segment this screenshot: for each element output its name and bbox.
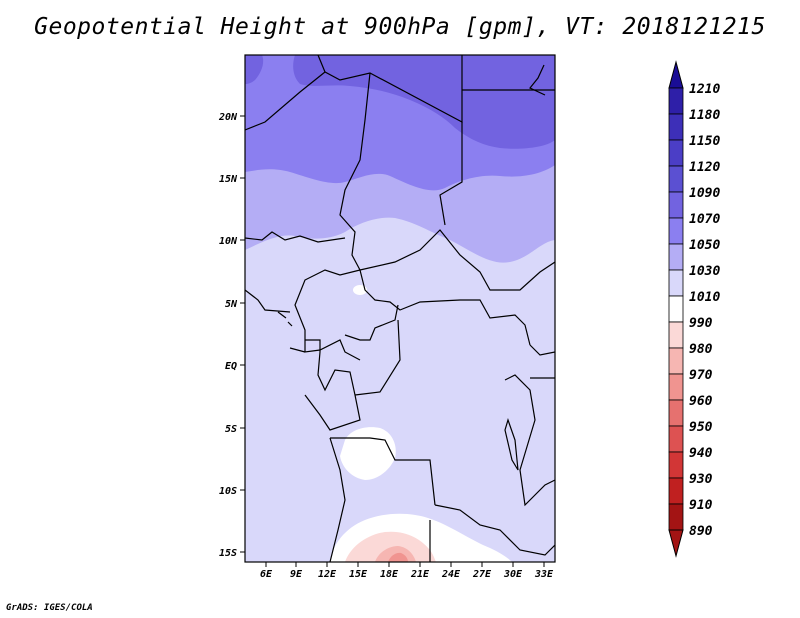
colorbar-swatch [668, 87, 684, 115]
lat-tick-label: 5N [225, 299, 238, 310]
colorbar-swatch [668, 373, 684, 401]
colorbar-swatch [668, 217, 684, 245]
field-1070-band-west [245, 55, 264, 84]
colorbar-swatch [668, 165, 684, 193]
colorbar-swatch [668, 295, 684, 323]
colorbar-level-label: 990 [689, 316, 713, 331]
colorbar-swatch [668, 269, 684, 297]
colorbar-swatch [668, 425, 684, 453]
colorbar-swatch [668, 477, 684, 505]
latitude-axis [240, 115, 245, 553]
lat-tick-label: 20N [218, 112, 238, 123]
colorbar-level-label: 930 [689, 472, 713, 487]
longitude-labels: 6E 9E 12E 15E 18E 21E 24E 27E 30E 33E [260, 569, 554, 580]
grads-credit: GrADS: IGES/COLA [6, 603, 93, 613]
colorbar: 1210 1180 1150 1120 1090 1070 1050 1030 1010 990 9… [668, 60, 720, 558]
lon-tick-label: 33E [534, 569, 554, 580]
colorbar-level-label: 910 [689, 498, 713, 513]
colorbar-level-label: 950 [689, 420, 713, 435]
colorbar-level-label: 1120 [689, 160, 720, 175]
lon-tick-label: 24E [441, 569, 461, 580]
lon-tick-label: 15E [349, 569, 368, 580]
colorbar-level-label: 1030 [689, 264, 720, 279]
field-980-patch [345, 531, 436, 562]
lon-tick-label: 9E [290, 569, 303, 580]
lat-tick-label: 10N [219, 236, 238, 247]
colorbar-level-label: 1180 [689, 108, 720, 123]
field-990-patch-central [340, 427, 396, 480]
colorbar-level-label: 980 [689, 342, 713, 357]
colorbar-swatch [668, 191, 684, 219]
colorbar-bottom-arrow [668, 529, 684, 558]
map-frame [244, 54, 556, 563]
lon-tick-label: 18E [380, 569, 399, 580]
country-borders [245, 55, 555, 562]
lat-tick-label: 15N [219, 174, 238, 185]
colorbar-swatch [668, 451, 684, 479]
colorbar-swatch [668, 399, 684, 427]
map-title: Geopotential Height at 900hPa [gpm], VT:… [34, 14, 766, 40]
colorbar-swatch [668, 321, 684, 349]
field-white-spot [353, 285, 367, 295]
colorbar-swatch [668, 503, 684, 531]
colorbar-level-label: 1010 [689, 290, 720, 305]
lon-tick-label: 6E [260, 569, 273, 580]
colorbar-level-label: 1090 [689, 186, 720, 201]
latitude-labels: 20N 15N 10N 5N EQ 5S 10S 15S [218, 112, 238, 559]
longitude-axis [265, 562, 545, 567]
lon-tick-label: 12E [318, 569, 337, 580]
colorbar-swatches [668, 87, 684, 531]
colorbar-level-label: 1070 [689, 212, 720, 227]
colorbar-swatch [668, 347, 684, 375]
colorbar-level-label: 940 [689, 446, 713, 461]
lat-tick-label: 5S [225, 424, 237, 435]
field-960-patch [388, 552, 408, 562]
colorbar-level-label: 970 [689, 368, 713, 383]
colorbar-level-label: 1050 [689, 238, 720, 253]
colorbar-swatch [668, 243, 684, 271]
lon-tick-label: 27E [472, 569, 492, 580]
colorbar-level-label: 1150 [689, 134, 720, 149]
colorbar-level-label: 1210 [689, 82, 720, 97]
colorbar-level-label: 960 [689, 394, 713, 409]
height-field [245, 55, 555, 562]
colorbar-labels: 1210 1180 1150 1120 1090 1070 1050 1030 1010 990 9… [689, 82, 720, 539]
colorbar-swatch [668, 113, 684, 141]
lat-tick-label: EQ [225, 361, 237, 372]
colorbar-top-arrow [668, 60, 684, 89]
colorbar-swatch [668, 139, 684, 167]
lat-tick-label: 10S [219, 486, 237, 497]
colorbar-level-label: 890 [689, 524, 713, 539]
lon-tick-label: 21E [410, 569, 430, 580]
lat-tick-label: 15S [219, 548, 237, 559]
lon-tick-label: 30E [503, 569, 523, 580]
